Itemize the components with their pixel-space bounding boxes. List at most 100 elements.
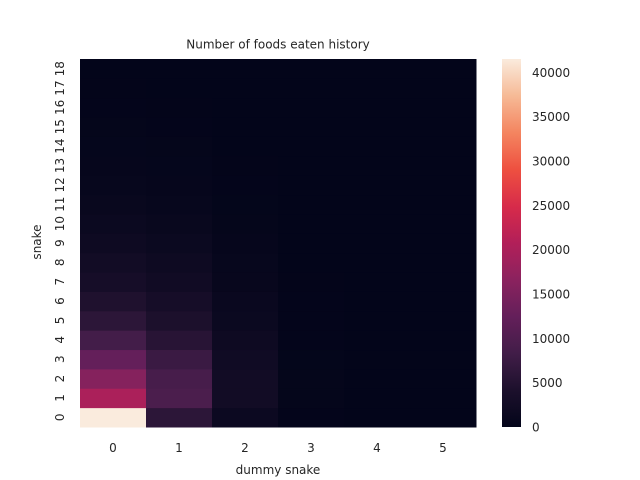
x-tick-labels: 0 1 2 3 4 5 [109,441,447,455]
heatmap-cell [278,155,345,176]
heatmap-cell [212,407,279,428]
heatmap-cell [80,330,147,351]
x-tick-label: 5 [439,441,447,455]
heatmap-cell [146,117,213,137]
heatmap-cell [212,233,279,254]
colorbar-tick-label: 15000 [532,287,570,301]
heatmap-cell [212,117,279,137]
heatmap-cell [410,291,477,312]
x-tick-label: 3 [307,441,315,455]
heatmap-cell [80,310,147,331]
y-tick-label: 7 [53,278,67,286]
heatmap-cell [278,233,345,254]
y-tick-label: 5 [53,317,67,325]
heatmap-cell [212,368,279,389]
heatmap-cell [344,78,411,99]
heatmap-cell [278,136,345,157]
heatmap-cell [410,136,477,157]
heatmap-cell [278,78,345,99]
heatmap-cell [212,310,279,331]
heatmap-cell [344,252,411,273]
heatmap-cell [146,407,213,428]
heatmap-cell [344,388,411,409]
heatmap-cell [278,194,345,215]
heatmap-cell [212,59,279,79]
heatmap-cell [278,272,345,292]
heatmap-cell [278,310,345,331]
heatmap-cell [278,407,345,428]
colorbar-tick-labels: 0 5000 10000 15000 20000 25000 30000 35000 40000 [532,66,570,435]
x-tick-label: 2 [241,441,249,455]
heatmap-cell [146,155,213,176]
heatmap-cell [146,330,213,351]
heatmap-cell [212,97,279,118]
heatmap-cell [410,155,477,176]
chart-title: Number of foods eaten history [186,38,370,52]
heatmap-cell [212,194,279,215]
heatmap-cell [410,59,477,79]
heatmap-cell [80,349,147,370]
heatmap-cell [212,272,279,292]
heatmap-cell [146,175,213,196]
heatmap-cell [278,349,345,370]
heatmap-cell [410,97,477,118]
colorbar [502,59,521,427]
heatmap-cell [146,233,213,254]
y-tick-label: 10 [53,216,67,231]
heatmap-cell [212,252,279,273]
y-tick-label: 3 [53,355,67,363]
heatmap-cell [410,213,477,234]
heatmap-cell [410,272,477,292]
heatmap-cell [212,330,279,351]
y-tick-label: 8 [53,259,67,267]
y-tick-label: 9 [53,239,67,247]
heatmap-cell [344,272,411,292]
heatmap-cell [278,368,345,389]
heatmap-cell [344,349,411,370]
colorbar-tick-label: 20000 [532,243,570,257]
heatmap-cell [212,175,279,196]
y-tick-label: 1 [53,394,67,402]
heatmap-cell [80,117,147,137]
heatmap-cell [278,59,345,79]
heatmap-cell [80,194,147,215]
heatmap-cell [410,194,477,215]
y-tick-label: 18 [53,61,67,76]
heatmap-cell [80,155,147,176]
colorbar-tick-label: 10000 [532,332,570,346]
heatmap-cell [278,291,345,312]
y-tick-label: 14 [53,139,67,154]
heatmap-cell [410,368,477,389]
heatmap-cell [80,272,147,292]
y-tick-label: 15 [53,119,67,134]
colorbar-tick-label: 35000 [532,110,570,124]
heatmap-cell [344,291,411,312]
heatmap-cell [80,291,147,312]
heatmap-cell [80,407,147,428]
heatmap-cell [80,252,147,273]
heatmap-cell [80,97,147,118]
y-tick-label: 6 [53,297,67,305]
heatmap-cell [146,310,213,331]
heatmap-cell [410,117,477,137]
heatmap-cell [410,233,477,254]
heatmap-cell [212,136,279,157]
y-tick-label: 13 [53,158,67,173]
heatmap-cell [146,272,213,292]
colorbar-tick-label: 5000 [532,376,563,390]
heatmap-cell [344,194,411,215]
heatmap-cell [344,213,411,234]
heatmap-cell [146,97,213,118]
y-tick-label: 17 [53,80,67,95]
heatmap-cell [410,310,477,331]
heatmap-cell [212,388,279,409]
heatmap-cell [344,175,411,196]
heatmap-cell [410,407,477,428]
heatmap-cell [80,78,147,99]
heatmap-cell [278,97,345,118]
heatmap-cell [212,349,279,370]
heatmap-cell [80,175,147,196]
y-tick-label: 12 [53,177,67,192]
x-tick-label: 0 [109,441,117,455]
heatmap-cell [146,194,213,215]
